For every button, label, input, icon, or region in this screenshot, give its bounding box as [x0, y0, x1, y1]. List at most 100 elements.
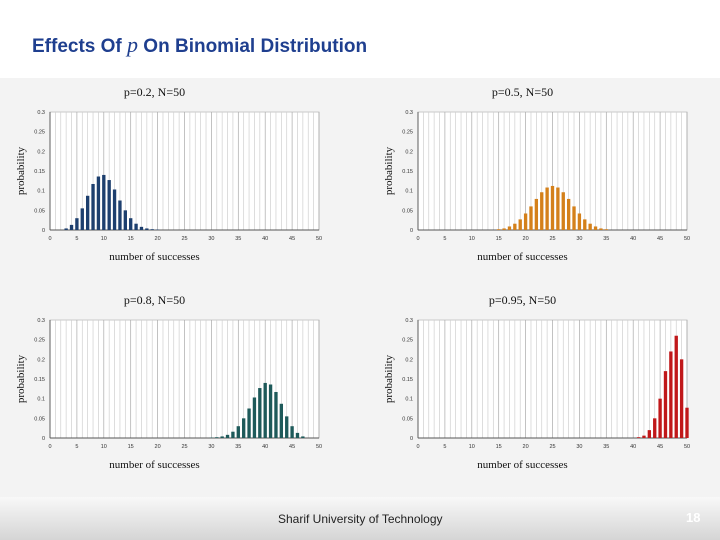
- x-tick-label: 40: [262, 444, 268, 450]
- bar: [669, 351, 673, 438]
- x-tick-label: 25: [549, 444, 555, 450]
- bar: [566, 198, 571, 230]
- x-tick-label: 35: [235, 236, 241, 242]
- bar: [540, 192, 544, 230]
- y-tick-label: 0.15: [34, 169, 45, 175]
- bar: [107, 180, 111, 230]
- chart-title: p=0.8, N=50: [124, 293, 185, 307]
- x-tick-label: 50: [316, 444, 322, 450]
- x-tick-label: 0: [416, 444, 419, 450]
- bar: [75, 218, 79, 230]
- x-tick-label: 35: [603, 444, 609, 450]
- bar: [123, 210, 127, 230]
- bar: [604, 229, 608, 230]
- chart-svg: 0 0.05 0.1 0.15 0.2 0.25 0.3 0 5 10 15 20 25 30 35 40 45…: [15, 293, 322, 471]
- bar: [545, 187, 549, 230]
- footer-bar: [0, 497, 720, 540]
- y-tick-label: 0: [42, 228, 45, 234]
- x-tick-label: 35: [235, 444, 241, 450]
- bar: [118, 200, 122, 230]
- slide-title-variable: p: [127, 32, 139, 57]
- x-tick-label: 15: [128, 236, 134, 242]
- bar: [599, 228, 603, 230]
- y-axis-label: probability: [383, 354, 395, 403]
- bar: [502, 228, 506, 230]
- x-tick-label: 0: [48, 236, 51, 242]
- x-tick-label: 20: [155, 236, 161, 242]
- x-tick-label: 30: [208, 236, 214, 242]
- chart-p-0-2: 0 0.05 0.1 0.15 0.2 0.25 0.3 0 5 10 15 20 25 30 35 40 45…: [12, 80, 332, 275]
- bar: [497, 229, 501, 230]
- y-axis-label: probability: [15, 146, 27, 195]
- y-tick-label: 0.15: [402, 169, 413, 175]
- bar: [225, 434, 230, 438]
- y-tick-label: 0.15: [402, 377, 413, 383]
- y-tick-label: 0.2: [37, 357, 45, 363]
- x-tick-label: 40: [630, 236, 636, 242]
- chart-p-0-5: 0 0.05 0.1 0.15 0.2 0.25 0.3 0 5 10 15 20 25 30 35 40 45…: [380, 80, 700, 275]
- chart-p-0-8: 0 0.05 0.1 0.15 0.2 0.25 0.3 0 5 10 15 20 25 30 35 40 45…: [12, 288, 332, 483]
- bar: [674, 335, 678, 438]
- x-tick-label: 45: [657, 236, 663, 242]
- x-tick-label: 15: [496, 444, 502, 450]
- x-tick-label: 50: [316, 236, 322, 242]
- bar: [577, 213, 582, 230]
- bar: [268, 384, 273, 438]
- bar: [642, 435, 646, 438]
- bar: [556, 187, 560, 230]
- x-tick-label: 10: [469, 444, 475, 450]
- y-tick-label: 0: [410, 228, 413, 234]
- slide-title-suffix: On Binomial Distribution: [138, 36, 368, 57]
- bar: [215, 437, 219, 438]
- bar: [91, 183, 95, 230]
- slide-title-prefix: Effects Of: [32, 36, 128, 57]
- x-tick-label: 5: [443, 236, 446, 242]
- bar: [112, 189, 117, 230]
- bar: [279, 403, 284, 438]
- y-tick-label: 0: [410, 436, 413, 442]
- bar: [513, 223, 517, 230]
- bar: [290, 426, 294, 438]
- bar: [150, 229, 154, 230]
- bar: [236, 426, 240, 438]
- bar: [64, 228, 68, 230]
- page-number: 18: [686, 510, 701, 525]
- y-tick-label: 0.05: [402, 208, 413, 214]
- x-tick-label: 25: [181, 444, 187, 450]
- bar: [295, 432, 300, 438]
- x-tick-label: 20: [523, 236, 529, 242]
- bar: [658, 398, 662, 438]
- x-tick-label: 40: [630, 444, 636, 450]
- y-tick-label: 0.1: [405, 189, 413, 195]
- bar: [518, 219, 522, 230]
- y-tick-label: 0.2: [37, 149, 45, 155]
- slide-title: Effects Of p On Binomial Distribution: [32, 32, 367, 58]
- bar: [523, 213, 528, 230]
- bar: [583, 219, 587, 230]
- x-axis-label: number of successes: [477, 251, 567, 263]
- x-tick-label: 20: [523, 444, 529, 450]
- bar: [247, 408, 251, 438]
- x-tick-label: 5: [75, 236, 78, 242]
- x-axis-label: number of successes: [109, 251, 199, 263]
- y-tick-label: 0.25: [34, 338, 45, 344]
- bar: [231, 431, 235, 438]
- y-tick-label: 0.05: [402, 416, 413, 422]
- chart-title: p=0.95, N=50: [489, 293, 556, 307]
- y-axis-label: probability: [15, 354, 27, 403]
- y-tick-label: 0.05: [34, 416, 45, 422]
- bar: [636, 437, 641, 438]
- y-tick-label: 0.3: [37, 318, 45, 324]
- bar: [263, 382, 267, 438]
- bar: [69, 224, 74, 230]
- y-tick-label: 0.2: [405, 149, 413, 155]
- x-tick-label: 0: [416, 236, 419, 242]
- x-tick-label: 45: [289, 236, 295, 242]
- x-tick-label: 10: [101, 236, 107, 242]
- bar: [145, 228, 149, 230]
- x-tick-label: 50: [684, 236, 690, 242]
- x-tick-label: 0: [48, 444, 51, 450]
- footer-institution: Sharif University of Technology: [278, 512, 443, 526]
- x-tick-label: 40: [262, 236, 268, 242]
- bar: [679, 359, 684, 438]
